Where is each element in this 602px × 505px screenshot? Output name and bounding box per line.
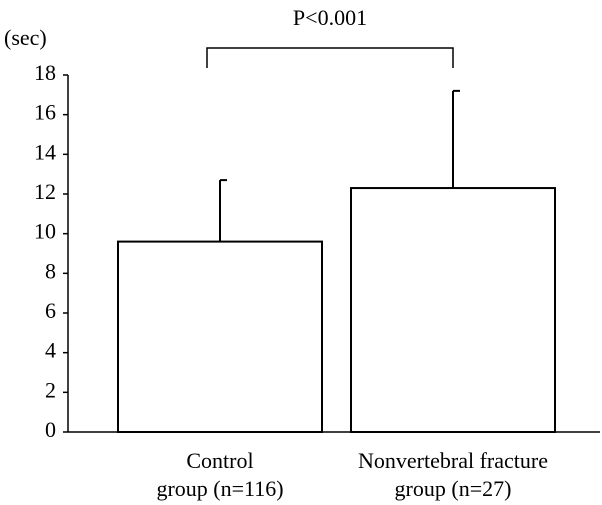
y-axis-label: (sec): [4, 25, 47, 50]
y-tick-label: 18: [34, 60, 56, 85]
x-tick-label: Control group (n=116): [156, 448, 284, 501]
y-tick-label: 14: [34, 139, 56, 164]
y-tick-label: 8: [45, 258, 56, 283]
y-tick-label: 6: [45, 298, 56, 323]
y-tick-label: 16: [34, 100, 56, 125]
significance-bracket: [206, 47, 454, 68]
bar: [117, 240, 323, 433]
x-tick-label: Nonvertebral fracture group (n=27): [358, 448, 548, 501]
y-tick-label: 2: [45, 377, 56, 402]
bar: [350, 187, 556, 433]
y-tick-label: 10: [34, 219, 56, 244]
y-tick-label: 12: [34, 179, 56, 204]
y-tick-label: 0: [45, 417, 56, 442]
y-tick-label: 4: [45, 338, 56, 363]
annotation: P<0.001: [293, 5, 367, 30]
